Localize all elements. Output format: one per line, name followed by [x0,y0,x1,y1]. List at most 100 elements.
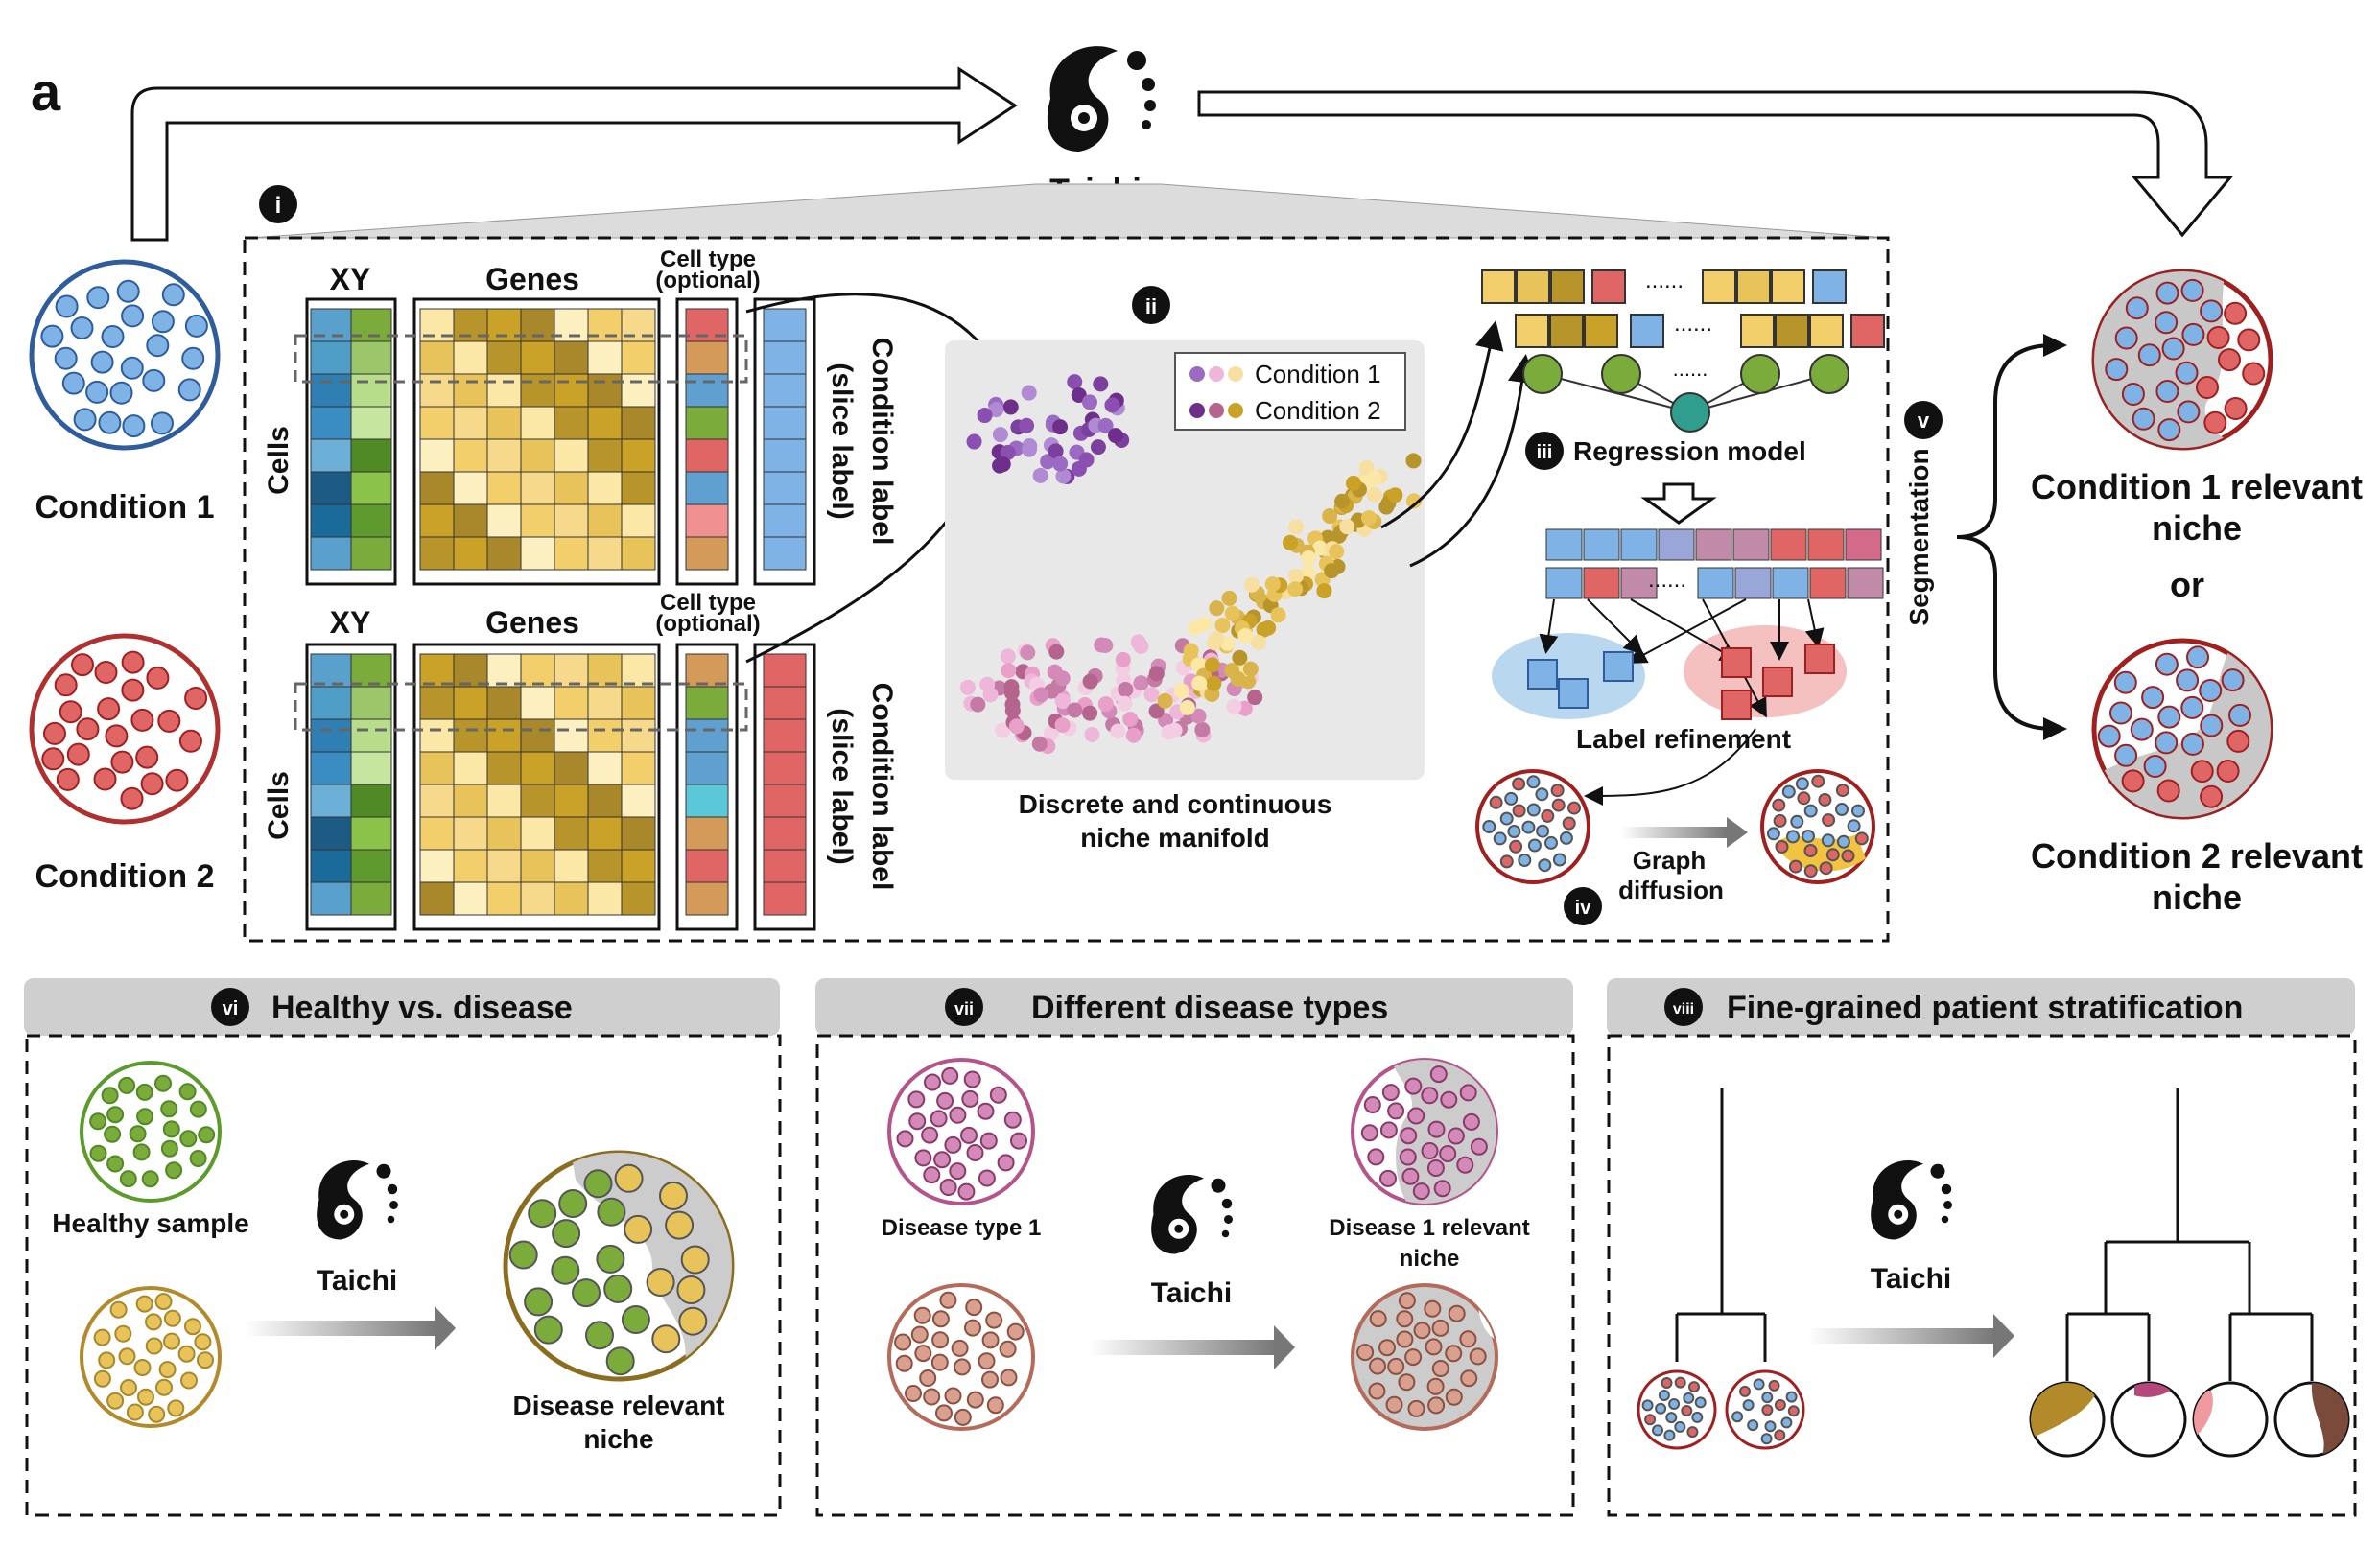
gene-cell [419,881,455,916]
manifold-point [1048,443,1064,459]
cell-dot [93,1328,111,1346]
cell-dot [1006,1322,1025,1341]
feature-cell [1550,269,1585,304]
cell-dot [162,1120,180,1138]
gene-cell [486,784,522,818]
gene-cell [453,751,488,785]
gene-cell [587,536,623,571]
gene-cell [520,784,555,818]
prob-cell [1772,567,1809,599]
cell-dot [66,742,90,766]
cell-dot [132,1143,151,1161]
svg-text:......: ...... [1673,357,1708,381]
gene-cell [486,686,522,720]
cell-dot [120,786,144,810]
cell-dot [71,653,94,677]
celltype-cell [685,784,729,818]
dendrogram-after [2065,1088,2314,1381]
cell-dot [180,1371,198,1390]
manifold-point [1405,493,1422,509]
graph-node [1512,777,1526,791]
manifold-point [1361,509,1378,526]
regression-title: Regression model [1573,436,1806,466]
cell-dot [89,1112,107,1131]
xy-cell [350,816,392,851]
manifold-point [1206,675,1222,691]
cell-dot [1691,1411,1704,1423]
gene-cell [621,881,656,916]
gene-cell [587,471,623,505]
cell-dot [1400,1127,1418,1145]
cell-dot [954,1408,972,1426]
cell-dot [181,346,205,370]
gene-cell [453,536,488,571]
gene-cell [486,373,522,408]
manifold-point [1366,470,1382,486]
gene-cell [419,536,455,571]
manifold-point [1148,703,1165,719]
cell-dot [55,294,79,318]
manifold-point [1107,428,1123,444]
gene-cell [520,373,555,408]
manifold-point [1022,441,1038,457]
graph-node [1507,825,1521,838]
gene-cell [486,340,522,375]
gene-cell [486,471,522,505]
cell-dot [1445,1388,1463,1406]
cell-dot [133,1359,152,1376]
cell-dot [1407,1107,1425,1125]
cell-dot [957,1182,976,1201]
cell-dot [109,1300,128,1319]
graph-node [1819,861,1833,876]
manifold-point [1282,534,1298,550]
gene-cell [419,718,455,753]
cell-dot [978,1352,996,1370]
graph-node [1775,840,1789,854]
celltype-cell [685,653,729,688]
celltype-cell [685,471,729,505]
cell-dot [70,316,94,339]
cell-dot [93,767,117,791]
cell-dot [997,1154,1015,1172]
gene-cell [587,718,623,753]
cell-dot [1683,1392,1695,1404]
cell-dot [118,1347,136,1366]
cell-dot [54,346,78,370]
cell-dot [646,1268,675,1297]
gene-cell [486,751,522,785]
cell-dot [979,1132,998,1150]
app-vii-box [815,1034,1575,1517]
cell-dot [1421,1087,1439,1105]
cell-dot [1747,1419,1759,1432]
graph-node [1786,830,1800,844]
cell-dot [140,772,164,796]
condition-label-vertical-2b: (slice label) [826,708,858,864]
logo-fan [248,183,1889,239]
flow-arrow-in [130,66,1018,242]
xy-cell [350,406,392,440]
disease-sample [80,1286,222,1428]
graph-node [1772,798,1786,812]
cell-dot [97,697,121,721]
manifold-point [1067,374,1083,390]
condition-label-cell [763,718,807,753]
cell-dot [120,356,144,380]
cell-dot [931,1310,950,1328]
celltype-cell [685,373,729,408]
manifold-point [1270,607,1286,623]
taichi-logo-icon-vi [317,1160,398,1240]
cell-dot [981,1370,999,1389]
cell-dot [120,1379,137,1396]
manifold-point [1173,683,1190,699]
segmentation-label: Segmentation [1904,448,1934,625]
manifold-point [1097,696,1114,713]
celltype-header-1a: Cell type [660,246,756,272]
cell-dot [1681,1405,1693,1416]
cell-dot [1385,1395,1403,1414]
cell-dot [98,410,122,434]
cell-dot [1387,1357,1405,1375]
seg-cell [2157,705,2181,729]
cell-dot [924,1073,941,1091]
manifold-point [1032,467,1048,483]
seg-cell [2216,760,2240,783]
